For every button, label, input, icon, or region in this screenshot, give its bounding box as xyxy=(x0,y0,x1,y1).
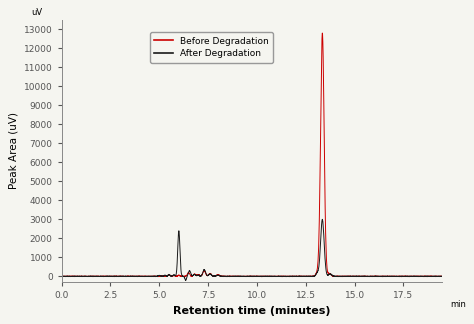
After Degradation xyxy=(301,274,307,278)
Before Degradation xyxy=(197,273,202,277)
Before Degradation xyxy=(284,274,290,278)
After Degradation xyxy=(284,274,290,278)
X-axis label: Retention time (minutes): Retention time (minutes) xyxy=(173,306,331,316)
Line: After Degradation: After Degradation xyxy=(62,219,442,280)
Before Degradation xyxy=(301,274,306,278)
After Degradation xyxy=(78,274,83,278)
Legend: Before Degradation, After Degradation: Before Degradation, After Degradation xyxy=(150,32,273,63)
After Degradation xyxy=(183,278,189,282)
Before Degradation xyxy=(319,31,325,35)
After Degradation xyxy=(439,274,445,278)
After Degradation xyxy=(341,274,347,278)
Before Degradation xyxy=(439,274,445,278)
After Degradation xyxy=(59,274,64,278)
Before Degradation xyxy=(78,274,83,278)
Text: min: min xyxy=(450,300,466,309)
After Degradation xyxy=(362,274,367,278)
Before Degradation xyxy=(341,274,347,278)
Line: Before Degradation: Before Degradation xyxy=(62,33,442,277)
Before Degradation xyxy=(421,275,427,279)
Before Degradation xyxy=(362,275,367,279)
Y-axis label: Peak Area (uV): Peak Area (uV) xyxy=(9,112,18,190)
Before Degradation xyxy=(59,274,64,278)
After Degradation xyxy=(197,274,202,278)
Text: uV: uV xyxy=(31,8,42,17)
After Degradation xyxy=(319,217,325,221)
